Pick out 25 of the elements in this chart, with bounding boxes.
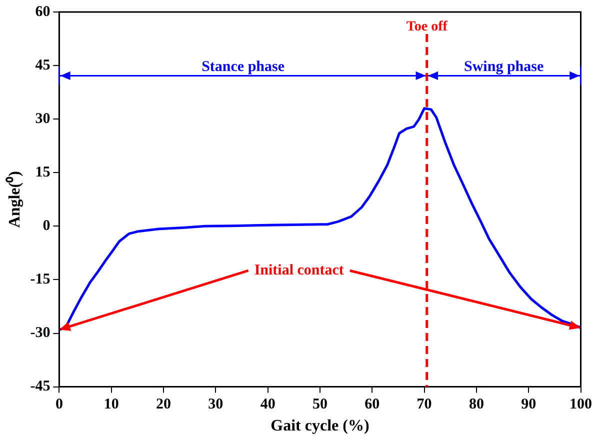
x-axis-title: Gait cycle (%) (270, 418, 370, 435)
y-tick-label: -30 (30, 325, 50, 342)
y-tick-label: 15 (35, 164, 50, 181)
x-tick-label: 30 (208, 396, 224, 413)
annotation: Swing phase (464, 59, 544, 76)
y-tick-label: 30 (35, 110, 50, 127)
y-tick-label: 45 (35, 57, 50, 74)
x-tick-label: 20 (156, 396, 172, 413)
annotation: Initial contact (254, 262, 344, 278)
y-tick-label: 0 (42, 218, 50, 234)
x-tick-label: 40 (260, 396, 276, 413)
x-tick-label: 50 (312, 396, 328, 413)
y-axis-title: Angle(⁰) (6, 171, 24, 228)
y-tick-label: -45 (30, 378, 50, 395)
y-tick-label: -15 (30, 272, 50, 288)
x-tick-label: 10 (104, 396, 119, 413)
x-tick-label: 70 (416, 396, 432, 413)
x-tick-label: 0 (55, 396, 63, 413)
x-tick-label: 80 (468, 396, 484, 413)
ref-line-label: Toe off (406, 20, 448, 35)
x-tick-label: 90 (521, 396, 536, 413)
x-tick-label: 60 (364, 396, 380, 413)
x-tick-label: 100 (570, 396, 592, 413)
y-tick-label: 60 (35, 4, 50, 20)
annotation: Stance phase (202, 59, 285, 76)
